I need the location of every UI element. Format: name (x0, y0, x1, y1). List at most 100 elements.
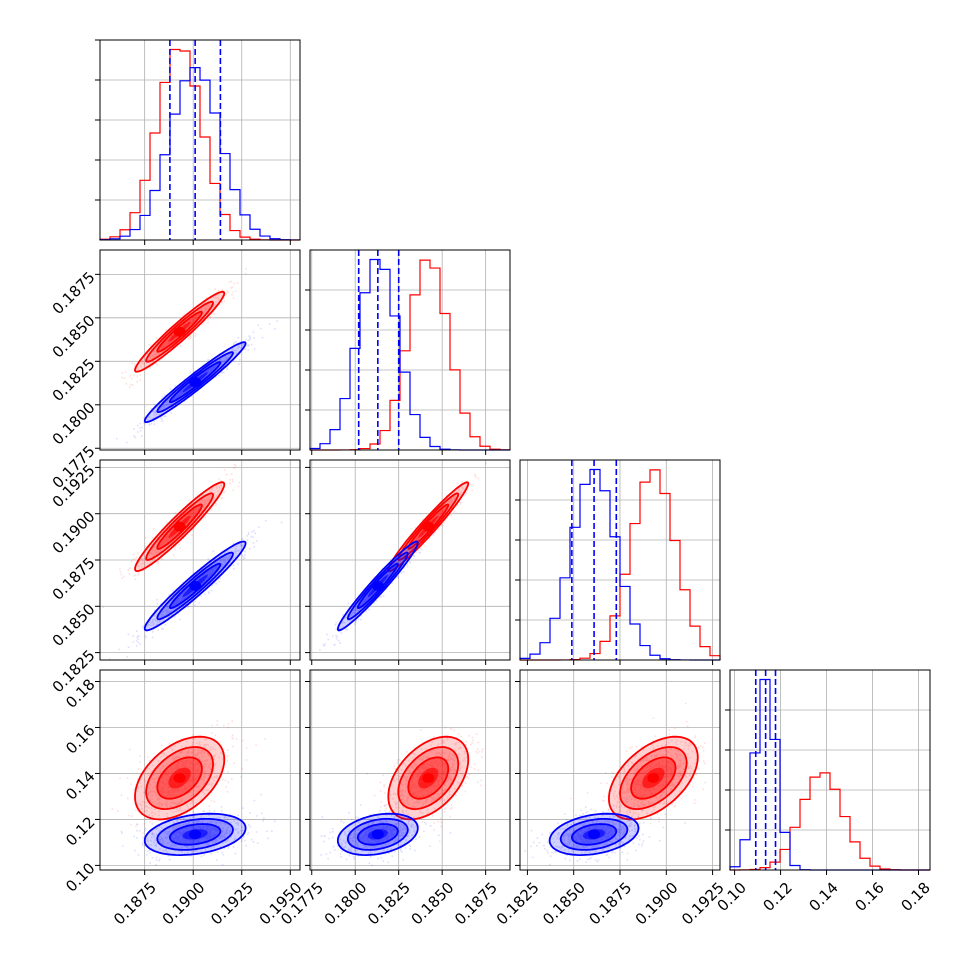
red-contour (387, 735, 470, 821)
blue-contour (336, 812, 419, 857)
panel-frame (309, 249, 511, 451)
red-contour (397, 746, 460, 811)
panel-3-1 (305, 669, 511, 875)
diag-panel-1 (305, 249, 511, 451)
blue-contour (570, 823, 618, 846)
red-contour (630, 756, 677, 800)
panel-3-2 (515, 669, 721, 875)
panel-content (524, 702, 706, 866)
red-scatter (102, 460, 251, 608)
y-tick-label: 0.10 (62, 859, 98, 895)
panel-content (115, 268, 278, 444)
red-contour (607, 735, 699, 821)
panel-content (102, 460, 283, 660)
blue-peak (588, 829, 601, 840)
panel-content (319, 462, 487, 651)
x-tick-label: 0.1900 (159, 879, 209, 929)
blue-peak (371, 829, 384, 840)
red-peak (422, 521, 435, 532)
x-tick-label: 0.18 (897, 879, 933, 915)
y-tick-label: 0.1825 (49, 355, 99, 405)
y-tick-label: 0.1800 (49, 399, 99, 449)
red-contour (134, 481, 226, 573)
panel-frame (99, 39, 301, 241)
panel-3-0 (95, 669, 301, 875)
red-contour (407, 503, 450, 550)
blue-contour (143, 540, 247, 632)
y-tick-label: 0.16 (62, 721, 98, 757)
red-contour (156, 310, 203, 353)
y-tick-label: 0.14 (62, 767, 98, 803)
panel-1-0 (95, 249, 301, 455)
y-tick-label: 0.12 (62, 813, 98, 849)
x-tick-label: 0.12 (760, 879, 796, 915)
x-tick-label: 0.1800 (321, 879, 371, 929)
x-tick-label: 0.1900 (632, 879, 682, 929)
x-tick-label: 0.1850 (539, 879, 589, 929)
panel-frame (309, 669, 511, 871)
x-tick-label: 0.1850 (408, 879, 458, 929)
panel-2-1 (305, 459, 511, 665)
x-tick-label: 0.1875 (585, 879, 635, 929)
panel-content (320, 726, 484, 867)
blue-contour (346, 818, 409, 851)
blue-contour (156, 351, 234, 414)
red-contour (619, 746, 688, 811)
x-tick-label: 0.1825 (364, 879, 414, 929)
y-tick-label: 0.1850 (49, 312, 99, 362)
red-scatter (569, 702, 706, 855)
red-contour (145, 746, 215, 811)
panel-content (111, 720, 276, 866)
panel-frame (729, 669, 931, 871)
blue-contour (156, 551, 234, 621)
x-tick-label: 0.1875 (451, 879, 501, 929)
blue-contour (143, 812, 247, 857)
y-tick-label: 0.1875 (49, 554, 99, 604)
blue-histogram (99, 67, 301, 241)
red-peak (173, 773, 186, 784)
red-contour (145, 300, 215, 363)
y-tick-label: 0.1900 (49, 508, 99, 558)
blue-contour (346, 551, 409, 621)
panel-frame (99, 249, 301, 451)
blue-contour (336, 540, 419, 632)
red-peak (173, 326, 186, 337)
x-tick-label: 0.16 (851, 879, 887, 915)
red-contour (156, 503, 203, 550)
blue-peak (189, 580, 202, 591)
blue-scatter (524, 797, 686, 866)
diag-panel-3 (725, 669, 931, 871)
blue-peak (371, 580, 384, 591)
blue-contour (559, 818, 629, 851)
x-tick-label: 0.1825 (493, 879, 543, 929)
red-contour (145, 492, 215, 561)
red-scatter (361, 726, 484, 851)
x-tick-label: 0.14 (806, 879, 842, 915)
blue-contour (168, 823, 222, 846)
red-peak (647, 773, 660, 784)
blue-contour (168, 361, 222, 404)
diag-panel-0 (95, 39, 301, 241)
red-contour (156, 756, 203, 800)
red-contour (407, 756, 450, 800)
blue-contour (356, 562, 399, 609)
blue-contour (356, 823, 399, 846)
y-tick-label: 0.1875 (49, 268, 99, 318)
y-tick-label: 0.1850 (49, 600, 99, 650)
red-contour (134, 290, 226, 373)
diag-panel-2 (515, 459, 721, 661)
blue-histogram (309, 258, 510, 451)
blue-contour (168, 562, 222, 609)
red-peak (173, 521, 186, 532)
blue-peak (189, 377, 202, 388)
red-contour (134, 735, 226, 821)
blue-contour (143, 341, 247, 424)
red-histogram (729, 772, 930, 871)
blue-contour (548, 812, 640, 857)
panel-frame (99, 669, 301, 871)
panel-2-0 (95, 459, 301, 665)
x-tick-label: 0.1925 (207, 879, 257, 929)
blue-peak (189, 829, 202, 840)
x-tick-label: 0.1875 (110, 879, 160, 929)
